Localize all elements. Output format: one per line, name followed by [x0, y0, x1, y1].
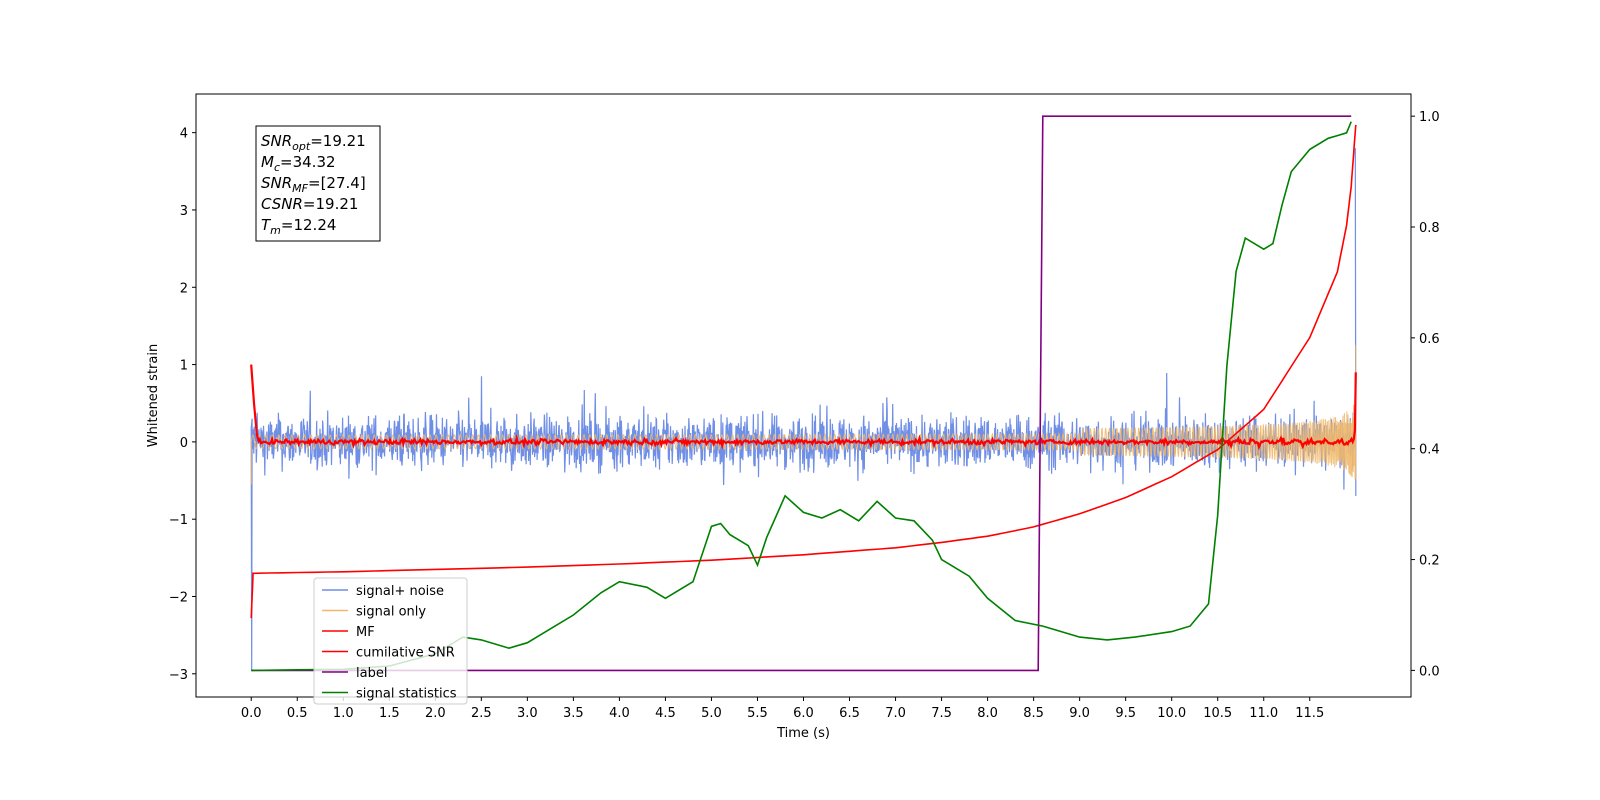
info-line: SNRopt=19.21	[261, 132, 366, 153]
x-tick-label: 8.5	[1023, 706, 1044, 721]
x-tick-label: 7.0	[885, 706, 906, 721]
info-line: CSNR=19.21	[261, 195, 358, 213]
x-tick-label: 5.5	[747, 706, 768, 721]
series-mf-line	[250, 364, 1357, 451]
x-axis-ticks: 0.0 0.5 1.0 1.5 2.0 2.5 3.0 3.5 4.0 4.5 5.0 5.5 6.0 6…	[241, 697, 1324, 721]
series-cumulative-snr-line	[250, 124, 1357, 619]
info-line: Tm=12.24	[261, 216, 336, 237]
legend: signal+ noise signal only MF cumilative SNR…	[313, 577, 468, 705]
x-tick-label: 1.5	[379, 706, 400, 721]
x-tick-label: 6.0	[793, 706, 814, 721]
right-y-tick-label: 0.6	[1419, 332, 1440, 347]
right-y-tick-label: 0.0	[1419, 664, 1440, 679]
x-tick-label: 7.5	[931, 706, 952, 721]
x-axis-label: Time (s)	[776, 726, 830, 741]
info-line: SNRMF=[27.4]	[261, 174, 366, 195]
left-y-tick-label: −3	[169, 668, 188, 683]
left-y-tick-label: 4	[180, 127, 188, 142]
x-tick-label: 6.5	[839, 706, 860, 721]
legend-entry: signal statistics	[356, 687, 457, 702]
legend-entry: signal+ noise	[356, 584, 444, 599]
left-y-tick-label: 0	[180, 436, 188, 451]
info-box-frame	[255, 125, 381, 242]
x-tick-label: 0.5	[287, 706, 308, 721]
info-line: Mc=34.32	[261, 153, 336, 174]
x-tick-label: 10.5	[1203, 706, 1232, 721]
legend-frame	[313, 577, 468, 705]
right-y-tick-label: 0.2	[1419, 554, 1440, 569]
x-tick-label: 2.0	[425, 706, 446, 721]
plot-area	[250, 115, 1357, 672]
x-tick-label: 11.5	[1295, 706, 1324, 721]
legend-entry: cumilative SNR	[356, 646, 455, 661]
x-tick-label: 8.0	[977, 706, 998, 721]
left-y-tick-label: 3	[180, 204, 188, 219]
info-box: SNRopt=19.21Mc=34.32SNRMF=[27.4]CSNR=19.…	[255, 125, 381, 242]
x-tick-label: 4.0	[609, 706, 630, 721]
left-y-tick-label: 2	[180, 281, 188, 296]
right-y-axis-ticks: 0.0 0.2 0.4 0.6 0.8 1.0	[1411, 110, 1440, 679]
x-tick-label: 10.0	[1157, 706, 1186, 721]
plot-frame	[195, 93, 1412, 698]
left-y-axis-ticks: −3 −2 −1 0 1 2 3 4	[169, 127, 196, 683]
x-tick-label: 11.0	[1249, 706, 1278, 721]
right-y-tick-label: 0.8	[1419, 221, 1440, 236]
left-y-tick-label: −2	[169, 591, 188, 606]
x-tick-label: 9.0	[1069, 706, 1090, 721]
x-tick-label: 1.0	[333, 706, 354, 721]
x-tick-label: 9.5	[1115, 706, 1136, 721]
x-tick-label: 5.0	[701, 706, 722, 721]
right-y-tick-label: 1.0	[1419, 110, 1440, 125]
series-label-line	[251, 115, 1352, 672]
legend-entry: label	[356, 666, 387, 681]
x-tick-label: 0.0	[241, 706, 262, 721]
left-y-tick-label: −1	[169, 513, 188, 528]
left-y-axis-label: Whitened strain	[146, 344, 161, 447]
x-tick-label: 3.0	[517, 706, 538, 721]
right-y-tick-label: 0.4	[1419, 443, 1440, 458]
series-signal-only-line	[250, 345, 1357, 485]
x-tick-label: 2.5	[471, 706, 492, 721]
x-tick-label: 3.5	[563, 706, 584, 721]
x-tick-label: 4.5	[655, 706, 676, 721]
series-signal-statistics-line	[251, 121, 1352, 672]
left-y-tick-label: 1	[180, 359, 188, 374]
legend-entry: signal only	[356, 605, 426, 620]
legend-entry: MF	[356, 625, 375, 640]
